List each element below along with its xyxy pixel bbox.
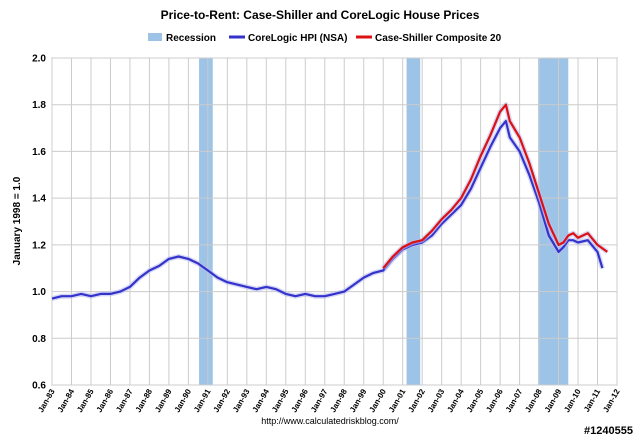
x-tick-label: Jan-09 — [543, 387, 564, 414]
x-tick-label: Jan-89 — [153, 387, 174, 414]
x-tick-label: Jan-97 — [309, 387, 330, 414]
legend-label: CoreLogic HPI (NSA) — [248, 33, 347, 44]
x-tick-label: Jan-06 — [484, 387, 505, 414]
y-tick-label: 1.8 — [32, 100, 46, 111]
y-tick-label: 1.4 — [32, 194, 46, 205]
watermark-text: #1240555 — [584, 425, 633, 437]
y-tick-label: 1.2 — [32, 240, 46, 251]
x-tick-label: Jan-94 — [251, 387, 272, 414]
legend-label: Recession — [166, 33, 216, 44]
x-tick-label: Jan-10 — [562, 387, 583, 414]
x-tick-label: Jan-12 — [601, 387, 622, 414]
y-axis-title: January 1998 = 1.0 — [12, 176, 23, 265]
x-tick-label: Jan-00 — [367, 387, 388, 414]
recession-band — [199, 58, 213, 385]
case-shiller-composite-20-line — [382, 103, 608, 269]
x-tick-label: Jan-98 — [328, 387, 349, 414]
x-tick-label: Jan-08 — [523, 387, 544, 414]
x-tick-label: Jan-11 — [582, 387, 603, 414]
x-tick-label: Jan-96 — [290, 387, 311, 414]
series-lines — [51, 102, 609, 302]
x-tick-label: Jan-93 — [231, 387, 252, 414]
x-tick-label: Jan-05 — [465, 387, 486, 414]
y-tick-label: 1.6 — [32, 147, 46, 158]
y-tick-label: 0.6 — [32, 381, 46, 392]
source-text: http://www.calculatedriskblog.com/ — [261, 416, 399, 426]
x-tick-label: Jan-91 — [192, 387, 213, 414]
x-axis-ticks: Jan-83 Jan-84 Jan-85 Jan-86 Jan-87 Jan-88 Jan-… — [36, 387, 622, 414]
y-tick-label: 0.8 — [32, 334, 46, 345]
y-axis-ticks: 0.6 0.8 1.0 1.2 1.4 1.6 1.8 2.0 — [32, 54, 46, 392]
plot-area — [51, 57, 618, 386]
x-tick-label: Jan-95 — [270, 387, 291, 414]
x-tick-label: Jan-03 — [426, 387, 447, 414]
x-tick-label: Jan-04 — [445, 387, 466, 414]
x-tick-label: Jan-02 — [406, 387, 427, 414]
y-tick-label: 1.0 — [32, 287, 46, 298]
legend-label: Case-Shiller Composite 20 — [375, 33, 502, 44]
gridlines — [51, 57, 618, 386]
x-tick-label: Jan-85 — [75, 387, 96, 414]
x-tick-label: Jan-01 — [387, 387, 408, 414]
x-tick-label: Jan-88 — [134, 387, 155, 414]
x-tick-label: Jan-99 — [348, 387, 369, 414]
legend: Recession CoreLogic HPI (NSA) Case-Shiller… — [148, 33, 502, 44]
x-tick-label: Jan-86 — [95, 387, 116, 414]
y-tick-label: 2.0 — [32, 54, 46, 65]
x-tick-label: Jan-87 — [114, 387, 135, 414]
recession-band — [406, 58, 421, 385]
corelogic-hpi-nsa-line — [51, 119, 604, 300]
x-tick-label: Jan-90 — [173, 387, 194, 414]
recession-bands — [199, 58, 569, 385]
legend-swatch-recession — [148, 33, 162, 41]
x-tick-label: Jan-84 — [56, 387, 77, 414]
x-tick-label: Jan-92 — [212, 387, 233, 414]
x-tick-label: Jan-07 — [504, 387, 525, 414]
chart-title: Price-to-Rent: Case-Shiller and CoreLogi… — [161, 8, 480, 22]
